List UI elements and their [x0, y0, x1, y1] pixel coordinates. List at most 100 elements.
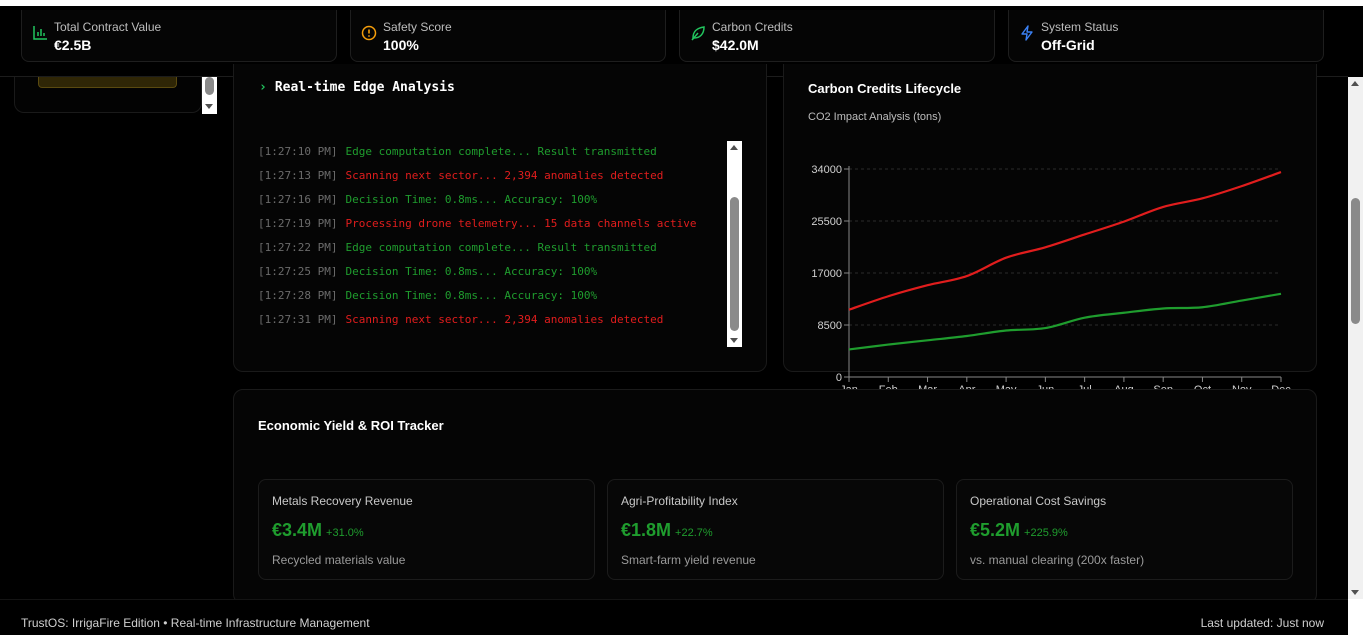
log-message: Decision Time: 0.8ms... Accuracy: 100% — [345, 193, 598, 206]
metric-delta: +31.0% — [326, 527, 364, 539]
kpi-label: Safety Score — [383, 20, 452, 34]
footer-brand-text: TrustOS: IrrigaFire Edition • Real-time … — [21, 616, 370, 630]
sidebar-active-button[interactable] — [38, 77, 177, 88]
x-tick-label: May — [996, 384, 1017, 389]
metric-card-operational-savings: Operational Cost Savings €5.2M +225.9% vs… — [956, 479, 1293, 580]
carbon-line-chart: 0 8500 17000 25500 34000 Jan Feb Mar Apr May Jun Ju… — [811, 164, 1291, 389]
x-tick-label: Sep — [1153, 384, 1173, 389]
log-timestamp: [1:27:10 PM] — [258, 145, 338, 158]
kpi-value: $42.0M — [712, 37, 759, 53]
scroll-down-icon[interactable] — [730, 338, 738, 343]
metric-label: Metals Recovery Revenue — [272, 494, 413, 508]
x-tick-label: Oct — [1194, 384, 1211, 389]
x-tick-label: Jun — [1036, 384, 1054, 389]
y-tick-label: 34000 — [811, 164, 842, 176]
log-message: Scanning next sector... 2,394 anomalies … — [345, 313, 664, 326]
metric-amount: €1.8M — [621, 520, 672, 540]
log-line: [1:27:16 PM] Decision Time: 0.8ms... Accu… — [258, 192, 728, 208]
browser-top-strip — [0, 0, 1363, 6]
metric-card-agri-profitability: Agri-Profitability Index €1.8M +22.7% Sma… — [607, 479, 944, 580]
metric-description: Recycled materials value — [272, 553, 406, 567]
kpi-card-safety-score: Safety Score 100% — [350, 10, 666, 62]
log-message: Processing drone telemetry... 15 data ch… — [345, 217, 697, 230]
lightning-icon — [1021, 25, 1033, 41]
log-line: [1:27:31 PM] Scanning next sector... 2,39… — [258, 312, 728, 328]
metric-card-metals-recovery: Metals Recovery Revenue €3.4M +31.0% Recy… — [258, 479, 595, 580]
log-timestamp: [1:27:25 PM] — [258, 265, 338, 278]
edge-analysis-title: Real-time Edge Analysis — [274, 80, 455, 95]
log-timestamp: [1:27:13 PM] — [258, 169, 338, 182]
y-tick-label: 25500 — [811, 216, 842, 228]
alert-circle-icon — [361, 25, 377, 41]
log-line: [1:27:25 PM] Decision Time: 0.8ms... Accu… — [258, 264, 728, 280]
x-tick-label: Mar — [918, 384, 937, 389]
bar-chart-icon — [33, 26, 47, 40]
metric-amount: €5.2M — [970, 520, 1021, 540]
chevron-right-icon: › — [259, 80, 267, 95]
metric-label: Operational Cost Savings — [970, 494, 1107, 508]
page-scroll-thumb[interactable] — [1351, 198, 1360, 324]
log-timestamp: [1:27:22 PM] — [258, 241, 338, 254]
x-tick-label: Nov — [1232, 384, 1252, 389]
y-tick-label: 0 — [836, 372, 842, 384]
log-message: Edge computation complete... Result tran… — [345, 145, 657, 158]
x-tick-label: Jan — [840, 384, 858, 389]
kpi-card-carbon-credits: Carbon Credits $42.0M — [679, 10, 995, 62]
carbon-lifecycle-panel: Carbon Credits Lifecycle CO2 Impact Anal… — [783, 64, 1317, 389]
log-message: Scanning next sector... 2,394 anomalies … — [345, 169, 664, 182]
log-scroll-thumb[interactable] — [730, 197, 739, 331]
economic-yield-panel: Economic Yield & ROI Tracker Metals Reco… — [233, 389, 1317, 604]
kpi-label: System Status — [1041, 20, 1119, 34]
metric-description: vs. manual clearing (200x faster) — [970, 553, 1145, 567]
log-timestamp: [1:27:31 PM] — [258, 313, 338, 326]
x-tick-label: Apr — [958, 384, 975, 389]
log-line: [1:27:22 PM] Edge computation complete...… — [258, 240, 728, 256]
log-timestamp: [1:27:19 PM] — [258, 217, 338, 230]
scroll-up-icon[interactable] — [730, 145, 738, 150]
x-tick-label: Aug — [1114, 384, 1134, 389]
metric-delta: +22.7% — [675, 527, 713, 539]
kpi-label: Carbon Credits — [712, 20, 793, 34]
metric-delta: +225.9% — [1024, 527, 1068, 539]
x-tick-label: Dec — [1271, 384, 1291, 389]
kpi-value: 100% — [383, 37, 419, 53]
log-line: [1:27:13 PM] Scanning next sector... 2,39… — [258, 168, 728, 184]
metric-label: Agri-Profitability Index — [621, 494, 738, 508]
footer-last-updated: Last updated: Just now — [1200, 616, 1324, 630]
metric-value: €3.4M +31.0% — [272, 520, 364, 541]
log-message: Edge computation complete... Result tran… — [345, 241, 657, 254]
series-line-1 — [848, 292, 1282, 351]
scroll-down-icon[interactable] — [205, 104, 213, 109]
page-scrollbar[interactable] — [1348, 77, 1363, 599]
metric-value: €1.8M +22.7% — [621, 520, 713, 541]
scroll-up-icon[interactable] — [1351, 81, 1359, 86]
scrollbar-corner — [1348, 599, 1363, 635]
log-timestamp: [1:27:28 PM] — [258, 289, 338, 302]
kpi-card-system-status: System Status Off-Grid — [1008, 10, 1324, 62]
metric-value: €5.2M +225.9% — [970, 520, 1068, 541]
series-line-0 — [848, 171, 1282, 311]
metric-description: Smart-farm yield revenue — [621, 553, 756, 567]
x-tick-label: Feb — [879, 384, 898, 389]
log-scrollbar[interactable] — [727, 141, 742, 347]
log-line: [1:27:10 PM] Edge computation complete...… — [258, 144, 728, 160]
sidebar-scrollbar[interactable] — [202, 77, 217, 114]
log-list: [1:27:10 PM] Edge computation complete...… — [258, 144, 728, 336]
kpi-card-total-contract-value: Total Contract Value €2.5B — [21, 10, 337, 62]
log-line: [1:27:28 PM] Decision Time: 0.8ms... Accu… — [258, 288, 728, 304]
metric-amount: €3.4M — [272, 520, 323, 540]
kpi-value: €2.5B — [54, 37, 92, 53]
chart-subtitle: CO2 Impact Analysis (tons) — [808, 111, 942, 123]
kpi-label: Total Contract Value — [54, 20, 162, 34]
y-tick-label: 8500 — [818, 320, 842, 332]
log-message: Decision Time: 0.8ms... Accuracy: 100% — [345, 265, 598, 278]
chart-title: Carbon Credits Lifecycle — [808, 81, 962, 96]
log-timestamp: [1:27:16 PM] — [258, 193, 338, 206]
scroll-down-icon[interactable] — [1351, 590, 1359, 595]
log-line: [1:27:19 PM] Processing drone telemetry..… — [258, 216, 728, 232]
edge-analysis-panel: › Real-time Edge Analysis [1:27:10 PM] Edg… — [233, 64, 767, 372]
kpi-value: Off-Grid — [1041, 37, 1095, 53]
log-message: Decision Time: 0.8ms... Accuracy: 100% — [345, 289, 598, 302]
sidebar-scroll-thumb[interactable] — [205, 77, 214, 95]
footer: TrustOS: IrrigaFire Edition • Real-time … — [0, 599, 1348, 635]
